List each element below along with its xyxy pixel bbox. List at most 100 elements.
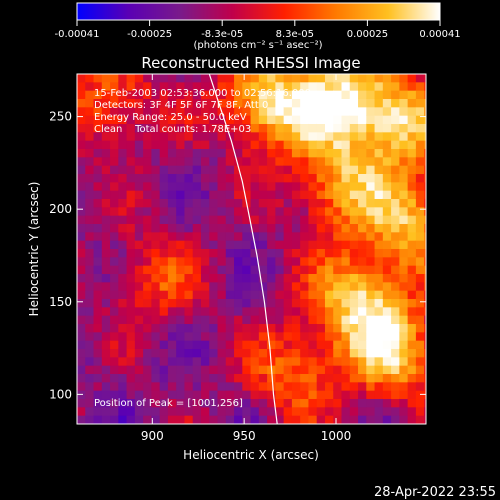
heatmap-cell (407, 181, 417, 191)
heatmap-cell (291, 223, 301, 233)
heatmap-cell (242, 331, 252, 341)
heatmap-cell (308, 223, 318, 233)
heatmap-cell (349, 123, 359, 133)
heatmap-cell (382, 240, 392, 249)
heatmap-cell (184, 323, 194, 333)
heatmap-cell (415, 123, 425, 133)
heatmap-cell (159, 231, 169, 241)
heatmap-cell (275, 265, 285, 274)
heatmap-cell (159, 323, 169, 333)
heatmap-cell (382, 323, 392, 333)
heatmap-cell (143, 281, 152, 291)
heatmap-cell (316, 256, 326, 266)
heatmap-cell (93, 290, 103, 299)
heatmap-cell (184, 215, 194, 224)
heatmap-cell (110, 223, 119, 233)
heatmap-cell (225, 181, 235, 191)
heatmap-cell (424, 356, 426, 366)
heatmap-cell (151, 248, 161, 258)
heatmap-cell (225, 140, 235, 149)
heatmap-cell (407, 156, 417, 166)
heatmap-cell (275, 240, 285, 249)
heatmap-cell (126, 156, 136, 166)
heatmap-cell (118, 248, 128, 258)
heatmap-cell (118, 398, 128, 408)
y-tick-label: 100 (49, 387, 72, 401)
heatmap-cell (234, 81, 243, 91)
heatmap-cell (324, 265, 334, 274)
heatmap-cell (118, 98, 128, 108)
heatmap-cell (424, 106, 426, 116)
heatmap-cell (200, 365, 210, 374)
heatmap-cell (374, 406, 384, 416)
heatmap-cell (275, 131, 285, 141)
heatmap-cell (267, 265, 276, 274)
heatmap-cell (308, 181, 318, 191)
heatmap-cell (159, 365, 169, 374)
heatmap-cell (374, 123, 384, 133)
heatmap-cell (200, 156, 210, 166)
heatmap-cell (366, 348, 376, 358)
heatmap-cell (225, 190, 235, 199)
heatmap-cell (143, 156, 152, 166)
heatmap-cell (391, 165, 400, 174)
heatmap-cell (225, 148, 235, 158)
heatmap-cell (300, 298, 310, 308)
heatmap-cell (176, 198, 186, 208)
heatmap-cell (93, 165, 103, 174)
heatmap-cell (234, 115, 243, 124)
heatmap-cell (415, 398, 425, 408)
heatmap-cell (283, 406, 293, 416)
heatmap-cell (374, 248, 384, 258)
heatmap-cell (118, 190, 128, 199)
heatmap-cell (234, 415, 243, 424)
heatmap-cell (341, 415, 351, 424)
heatmap-cell (366, 248, 376, 258)
heatmap-cell (77, 190, 86, 199)
heatmap-cell (85, 340, 95, 349)
heatmap-cell (424, 215, 426, 224)
heatmap-cell (126, 181, 136, 191)
heatmap-cell (415, 323, 425, 333)
heatmap-cell (275, 273, 285, 283)
heatmap-cell (184, 198, 194, 208)
heatmap-cell (258, 406, 268, 416)
heatmap-cell (333, 406, 343, 416)
heatmap-cell (134, 390, 144, 399)
heatmap-cell (234, 90, 243, 99)
heatmap-cell (316, 165, 326, 174)
heatmap-cell (176, 156, 186, 166)
heatmap-cell (267, 240, 276, 249)
heatmap-cell (291, 148, 301, 158)
heatmap-cell (267, 231, 276, 241)
heatmap-cell (209, 198, 219, 208)
heatmap-cell (308, 106, 318, 116)
heatmap-cell (399, 115, 409, 124)
heatmap-cell (366, 323, 376, 333)
heatmap-cell (242, 273, 252, 283)
heatmap-cell (209, 373, 219, 383)
heatmap-cell (167, 90, 177, 99)
heatmap-cell (176, 248, 186, 258)
heatmap-cell (415, 273, 425, 283)
heatmap-cell (382, 373, 392, 383)
heatmap-cell (300, 365, 310, 374)
heatmap-cell (250, 281, 260, 291)
heatmap-cell (110, 74, 119, 83)
heatmap-cell (349, 340, 359, 349)
heatmap-cell (424, 248, 426, 258)
heatmap-cell (250, 248, 260, 258)
heatmap-cell (77, 406, 86, 416)
heatmap-cell (134, 156, 144, 166)
heatmap-cell (341, 390, 351, 399)
heatmap-cell (399, 181, 409, 191)
heatmap-cell (275, 181, 285, 191)
heatmap-cell (110, 340, 119, 349)
heatmap-cell (234, 223, 243, 233)
heatmap-cell (424, 340, 426, 349)
heatmap-cell (217, 173, 227, 183)
heatmap-cell (391, 131, 400, 141)
heatmap-cell (234, 398, 243, 408)
heatmap-cell (118, 306, 128, 316)
heatmap-cell (200, 215, 210, 224)
